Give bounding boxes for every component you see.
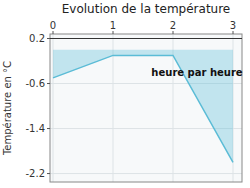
x-tick [53, 31, 54, 34]
y-axis-label: Température en °C [2, 61, 13, 156]
x-tick-label: 3 [230, 20, 236, 31]
x-tick [113, 31, 114, 34]
x-axis-line [50, 38, 242, 39]
plot-frame [50, 34, 242, 182]
y-tick [47, 83, 50, 84]
y-tick-label: -2.2 [25, 168, 45, 179]
y-tick [47, 173, 50, 174]
y-tick [47, 128, 50, 129]
y-grid-line [50, 173, 242, 174]
x-tick [233, 31, 234, 34]
y-tick [47, 38, 50, 39]
chart: 0.2 -0.6 -1.4 -2.2 0 1 2 3 Evolution de la tempé… [0, 0, 250, 188]
x-tick-label: 2 [170, 20, 176, 31]
y-tick-label: 0.2 [29, 33, 45, 44]
x-tick-label: 1 [110, 20, 116, 31]
annotation: heure par heure [151, 67, 242, 78]
y-grid-line [50, 38, 242, 39]
x-tick-label: 0 [50, 20, 56, 31]
x-tick [173, 31, 174, 34]
title: Evolution de la température [62, 2, 231, 16]
y-tick-label: -1.4 [25, 123, 45, 134]
plot-background [50, 34, 242, 182]
y-tick-label: -0.6 [25, 78, 45, 89]
